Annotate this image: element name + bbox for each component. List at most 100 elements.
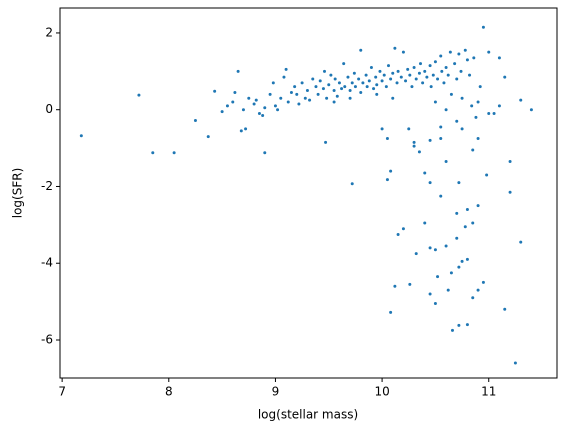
point [361,81,365,85]
point [418,62,422,66]
point [476,136,480,140]
point [463,225,467,229]
point [439,125,443,129]
point [233,90,237,94]
point [393,284,397,288]
point [519,98,523,102]
point [417,150,421,154]
point [369,65,373,69]
point [476,204,480,208]
point [247,96,251,100]
point [410,85,414,89]
point [284,67,288,71]
point [399,75,403,79]
point [471,221,475,225]
point [346,75,350,79]
point [396,69,400,73]
point [497,56,501,60]
point [471,296,475,300]
point [380,127,384,131]
point [468,73,472,77]
point [151,151,155,155]
point [352,71,356,75]
point [455,77,459,81]
point [386,64,390,68]
point [417,71,421,75]
point [470,104,474,108]
point [444,160,448,164]
point [487,50,491,54]
point [519,240,523,244]
point [289,90,293,94]
point [357,77,361,81]
point [414,252,418,256]
point [446,73,450,77]
point [263,106,267,110]
point [412,140,416,144]
point [481,25,485,29]
point [382,73,386,77]
point [444,244,448,248]
point [459,69,463,73]
point [254,98,258,102]
point [455,236,459,240]
point [440,69,444,73]
point [487,112,491,116]
point [332,100,336,104]
point [193,118,197,122]
point [340,87,344,91]
point [380,79,384,83]
point [436,275,440,279]
point [206,135,210,139]
point [350,81,354,85]
point [444,108,448,112]
point [384,85,388,89]
point [406,67,410,71]
point [404,79,408,83]
point [316,92,320,96]
point [271,81,275,85]
point [436,77,440,81]
point [433,60,437,64]
point [460,259,464,263]
point [449,92,453,96]
point [282,75,286,79]
point [439,54,443,58]
point [485,173,489,177]
point [401,50,405,54]
point [450,328,454,332]
point [314,85,318,89]
point [337,81,341,85]
point [359,48,363,52]
point [448,50,452,54]
point [428,138,432,142]
point [503,307,507,311]
point [359,90,363,94]
y-tick-label: -2 [41,179,53,193]
point [433,248,437,252]
point [297,102,301,106]
point [449,271,453,275]
y-tick-label: 0 [45,102,53,116]
point [465,208,469,212]
point [439,194,443,198]
point [455,211,459,215]
y-tick-label: 2 [45,25,53,39]
x-tick-label: 11 [481,385,496,399]
point [407,127,411,131]
point [252,102,256,106]
point [481,280,485,284]
x-axis-label: log(stellar mass) [258,408,358,422]
point [508,160,512,164]
point [137,93,141,97]
point [321,87,325,91]
point [472,56,476,60]
point [474,115,478,119]
point [428,64,432,68]
point [322,69,326,73]
point [79,134,83,138]
x-tick-label: 10 [374,385,389,399]
point [300,81,304,85]
point [465,257,469,261]
